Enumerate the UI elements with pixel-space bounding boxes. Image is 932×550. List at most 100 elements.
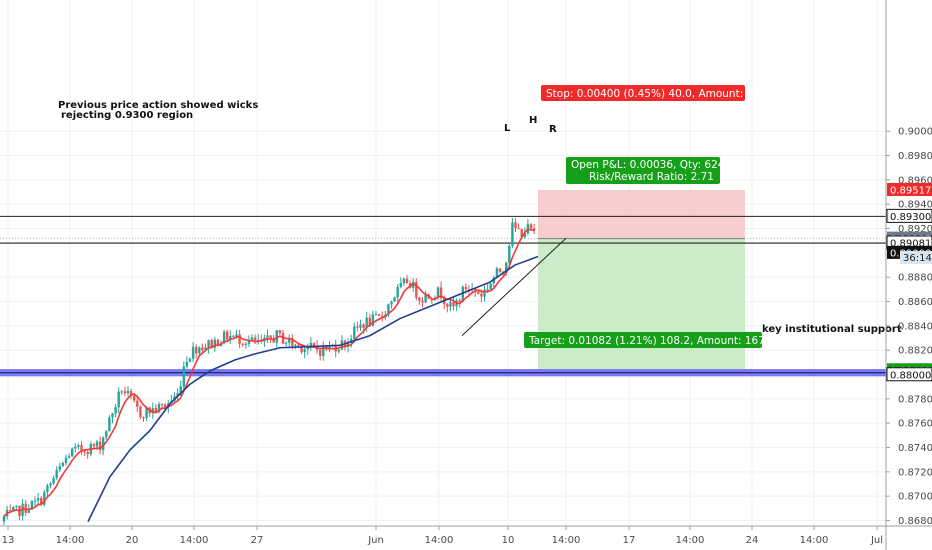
candle-body xyxy=(384,314,387,317)
candle-body xyxy=(105,431,108,438)
candle-body xyxy=(474,288,477,292)
candle-body xyxy=(235,334,238,336)
time-tick-label: 27 xyxy=(251,535,264,546)
candle-body xyxy=(244,343,247,345)
candle-body xyxy=(365,317,368,328)
candle-body xyxy=(126,391,130,394)
left-shoulder-label: L xyxy=(504,123,511,134)
candle-body xyxy=(421,300,424,303)
time-tick-label: 17 xyxy=(623,535,636,546)
note-line-2: rejecting 0.9300 region xyxy=(61,110,193,121)
time-tick-label: 14:00 xyxy=(800,535,829,546)
candle-body xyxy=(436,287,440,299)
candle-body xyxy=(52,478,55,484)
candle-body xyxy=(139,406,142,418)
stop-label: Stop: 0.00400 (0.45%) 40.0, Amount: 750 xyxy=(546,88,767,100)
moving-averages xyxy=(3,228,567,523)
candle-body xyxy=(160,403,164,405)
candle-body xyxy=(415,281,418,298)
candle-body xyxy=(353,326,356,339)
candle-body xyxy=(381,315,384,317)
position-zones xyxy=(538,189,745,371)
candle-body xyxy=(272,338,275,343)
candle-body xyxy=(297,344,300,346)
candle-body xyxy=(377,314,381,316)
target-label-box xyxy=(524,332,762,348)
ma-fast-line xyxy=(3,228,535,517)
head-label: H xyxy=(529,115,537,126)
candle-body xyxy=(359,324,362,328)
candle-body xyxy=(58,466,61,470)
candle-body xyxy=(458,300,461,302)
countdown-tag xyxy=(900,251,932,265)
time-tick-label: 14:00 xyxy=(56,535,85,546)
candle-body xyxy=(464,286,468,290)
annotations: Previous price action showed wicks rejec… xyxy=(58,100,902,335)
trendline xyxy=(461,237,567,336)
support-label: key institutional support xyxy=(762,324,902,335)
price-tag-label: 0.89081 xyxy=(890,239,931,250)
candle-body xyxy=(300,345,303,353)
candle-body xyxy=(291,339,294,346)
candle-body xyxy=(12,507,15,511)
candle-body xyxy=(55,469,58,479)
candle-body xyxy=(439,287,443,299)
price-tag xyxy=(887,182,932,196)
candle-body xyxy=(86,452,89,455)
candle-body xyxy=(238,334,241,344)
candle-body xyxy=(461,286,464,302)
price-tag-label: 0.88000 xyxy=(890,370,931,381)
target-label: Target: 0.01082 (1.21%) 108.2, Amount: 1… xyxy=(528,335,789,347)
candle-body xyxy=(396,287,399,298)
candle-body xyxy=(198,347,201,354)
candle-body xyxy=(374,314,378,316)
candle-body xyxy=(201,347,204,351)
candle-body xyxy=(241,343,244,345)
candle-body xyxy=(319,349,322,356)
candle-body xyxy=(269,335,272,339)
candle-body xyxy=(346,341,350,347)
candle-body xyxy=(309,342,313,348)
candle-body xyxy=(188,358,192,362)
candle-body xyxy=(306,347,309,350)
time-tick-label: Jul xyxy=(870,535,883,546)
candle-body xyxy=(514,222,517,229)
candle-body xyxy=(80,445,83,451)
candle-body xyxy=(511,222,514,246)
horizontal-levels xyxy=(0,215,886,377)
time-tick-label: 10 xyxy=(502,535,515,546)
candle-body xyxy=(489,283,492,290)
note-line-1: Previous price action showed wicks xyxy=(58,100,258,111)
candle-body xyxy=(117,391,120,408)
candle-body xyxy=(164,404,167,408)
candle-body xyxy=(529,224,533,229)
candle-body xyxy=(2,516,6,522)
candle-body xyxy=(322,345,325,356)
stop-label-box xyxy=(541,85,745,101)
pnl-label-box xyxy=(566,157,720,184)
candle-body xyxy=(24,503,27,513)
candle-body xyxy=(182,366,185,387)
candle-body xyxy=(328,345,331,350)
price-tag-label: 0.89517 xyxy=(890,185,931,196)
time-tick-label: 14:00 xyxy=(552,535,581,546)
candle-body xyxy=(40,498,43,505)
candle-body xyxy=(222,331,226,344)
candle-body xyxy=(64,457,68,463)
candle-body xyxy=(83,450,86,453)
candle-body xyxy=(129,391,133,396)
candle-body xyxy=(284,342,288,344)
